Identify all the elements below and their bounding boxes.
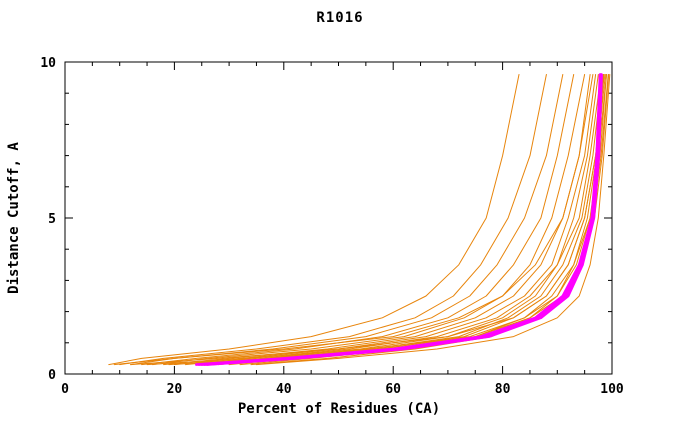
series-line-orange: [130, 74, 564, 366]
series-line-orange: [217, 74, 605, 366]
x-axis-label: Percent of Residues (CA): [238, 401, 440, 417]
y-axis-label: Distance Cutoff, A: [6, 142, 22, 294]
series-line-orange: [113, 74, 591, 366]
x-tick-label: 0: [61, 382, 69, 397]
series-line-orange: [152, 74, 586, 366]
series-line-magenta: [197, 73, 602, 366]
series-line-orange: [250, 74, 609, 366]
y-tick-label: 5: [48, 212, 56, 227]
x-tick-label: 100: [600, 382, 624, 397]
chart-title: R1016: [316, 10, 363, 26]
series-line-orange: [119, 74, 547, 366]
plot-frame: [64, 61, 613, 375]
series-line-orange: [108, 74, 520, 366]
y-tick-label: 10: [40, 56, 56, 71]
x-tick-label: 40: [276, 382, 292, 397]
x-tick-label: 60: [385, 382, 401, 397]
series-line-orange: [168, 74, 610, 366]
x-tick-label: 80: [495, 382, 511, 397]
series-line-orange: [184, 74, 599, 366]
series-line-orange: [130, 74, 605, 366]
series-line-orange: [141, 74, 575, 366]
x-tick-label: 20: [167, 382, 183, 397]
series-line-orange: [255, 74, 611, 366]
plot-area: 0 20 40 60 80 100 0 5 10: [40, 56, 624, 397]
series-line-magenta: [200, 73, 603, 366]
y-tick-label: 0: [48, 368, 56, 383]
series-line-orange: [173, 74, 597, 366]
